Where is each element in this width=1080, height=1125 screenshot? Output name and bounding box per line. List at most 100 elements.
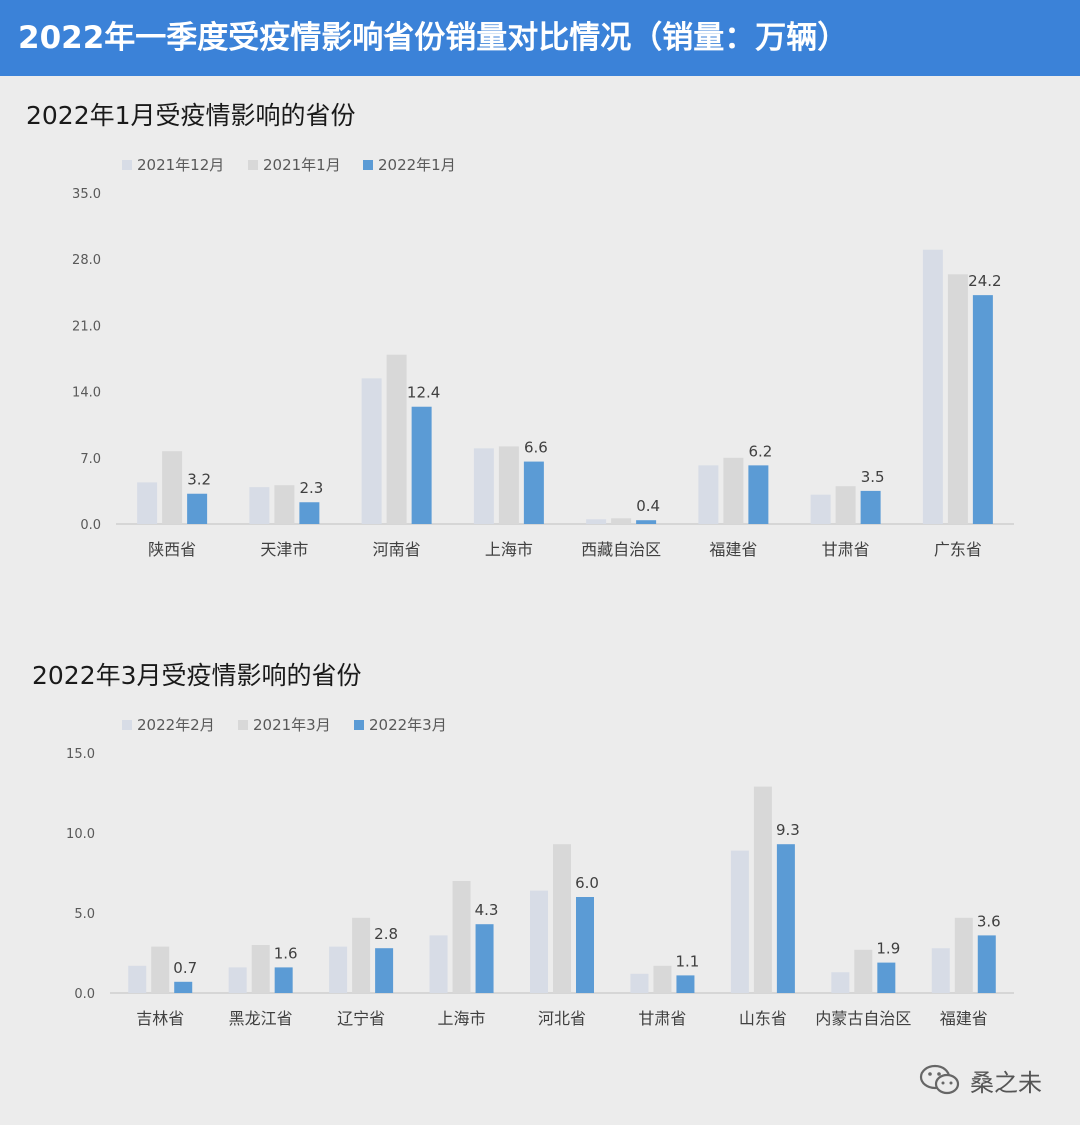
chart-2-legend-swatch-1: [238, 720, 248, 730]
chart-2-legend-label-0: 2022年2月: [137, 716, 215, 734]
chart-1-data-label-3: 6.6: [524, 439, 548, 457]
chart-1-ytick-1: 7.0: [80, 452, 101, 467]
chart-1-xtick-0: 陕西省: [148, 540, 196, 559]
chart-1-legend-label-1: 2021年1月: [263, 156, 341, 174]
chart-1-data-label-0: 3.2: [187, 471, 211, 489]
chart-1-bar-4-1: [611, 518, 632, 524]
chart-2-bar-2-1: [352, 917, 371, 993]
chart-1-legend-swatch-1: [248, 160, 258, 170]
chart-2-xtick-7: 内蒙古自治区: [815, 1009, 911, 1028]
chart-2-bar-4-2: [576, 897, 594, 993]
chart-1-ytick-5: 35.0: [72, 187, 101, 202]
chart-1-legend-swatch-2: [363, 160, 373, 170]
chart-2-bar-3-2: [475, 924, 494, 993]
page-banner-title: 2022年一季度受疫情影响省份销量对比情况（销量：万辆）: [0, 0, 1080, 76]
chart-1-bar-7-0: [922, 249, 943, 524]
chart-2-data-label-2: 2.8: [374, 925, 398, 943]
chart-1-bar-3-0: [473, 448, 494, 524]
chart-1-bar-1-2: [299, 502, 320, 524]
chart-2-xtick-6: 山东省: [739, 1009, 787, 1028]
chart-2-legend-swatch-0: [122, 720, 132, 730]
chart-2-bar-5-1: [653, 965, 672, 993]
chart-1-bar-2-1: [386, 354, 407, 524]
chart-2-bar-0-0: [128, 965, 147, 993]
chart-2-bar-4-1: [553, 844, 571, 993]
chart-2-data-label-3: 4.3: [475, 901, 499, 919]
chart-2-ytick-0: 0.0: [74, 987, 95, 1002]
chart-1-bar-2-2: [411, 406, 432, 524]
chart-1-xtick-6: 甘肃省: [822, 540, 870, 559]
chart-1-data-label-5: 6.2: [748, 442, 772, 460]
chart-1-ytick-0: 0.0: [80, 518, 101, 533]
chart-2-xtick-4: 河北省: [538, 1009, 586, 1028]
chart-2-bar-1-2: [274, 967, 293, 993]
chart-1-bar-4-0: [586, 519, 607, 524]
chart-1-svg: 2021年12月 2021年1月 2022年1月 0.0 7.0 14.0 21.0 28.0…: [72, 156, 1014, 559]
chart-1-data-label-4: 0.4: [636, 497, 660, 515]
chart-1-xtick-7: 广东省: [934, 540, 982, 559]
chart-1-bar-6-1: [835, 486, 856, 524]
chart-1-bar-5-2: [748, 465, 769, 524]
chart-2-bar-6-0: [730, 850, 749, 993]
chart-2-legend-label-2: 2022年3月: [369, 716, 447, 734]
chart-2-xtick-8: 福建省: [940, 1009, 988, 1028]
chart-1-ytick-3: 21.0: [72, 319, 101, 334]
watermark-text: 桑之未: [970, 1068, 1042, 1097]
chart-2-xtick-5: 甘肃省: [638, 1009, 686, 1028]
chart-2-ytick-3: 15.0: [66, 747, 95, 762]
chart-1-bar-6-2: [860, 490, 881, 524]
chart-1-xtick-1: 天津市: [260, 540, 308, 559]
chart-2-data-label-8: 3.6: [977, 912, 1001, 930]
chart-1-bar-3-2: [523, 461, 544, 524]
chart-1-bar-0-0: [137, 482, 158, 524]
chart-2-bar-8-0: [931, 948, 950, 993]
chart-1-bar-1-1: [274, 485, 295, 524]
chart-1-data-label-2: 12.4: [407, 384, 440, 402]
chart-1-legend-label-0: 2021年12月: [137, 156, 224, 174]
chart-1-bar-5-1: [723, 457, 744, 524]
chart-2-bar-2-2: [375, 948, 394, 993]
chart-2-bar-5-2: [676, 975, 695, 993]
chart-2-ytick-1: 5.0: [74, 907, 95, 922]
chart-2-bar-5-0: [630, 973, 649, 993]
chart-2-xtick-0: 吉林省: [136, 1009, 184, 1028]
chart-1-legend-label-2: 2022年1月: [378, 156, 456, 174]
chart-1-bar-0-1: [162, 451, 183, 524]
chart-2-data-label-1: 1.6: [274, 944, 298, 962]
wechat-icon: [919, 1064, 960, 1095]
chart-2-bar-6-1: [753, 786, 772, 993]
chart-2-bar-8-1: [954, 917, 973, 993]
chart-2-xtick-2: 辽宁省: [337, 1009, 385, 1028]
chart-2-title: 2022年3月受疫情影响的省份: [32, 661, 362, 690]
chart-2-bar-2-0: [329, 946, 348, 993]
chart-2-bar-0-1: [151, 946, 170, 993]
chart-1-bar-7-2: [972, 295, 993, 524]
chart-1-xtick-3: 上海市: [485, 540, 533, 559]
chart-1-bar-5-0: [698, 465, 719, 524]
chart-2-bar-3-0: [429, 935, 448, 993]
chart-1-bar-1-0: [249, 487, 270, 524]
chart-2-data-label-4: 6.0: [575, 874, 599, 892]
chart-2-ytick-2: 10.0: [66, 827, 95, 842]
chart-1-ytick-4: 28.0: [72, 253, 101, 268]
watermark: 桑之未: [918, 1060, 1042, 1100]
chart-1-xtick-5: 福建省: [709, 540, 757, 559]
chart-2-bar-7-0: [831, 972, 850, 993]
chart-2-bar-0-2: [174, 981, 193, 993]
chart-2-xtick-1: 黑龙江省: [229, 1009, 293, 1028]
chart-1-legend-swatch-0: [122, 160, 132, 170]
chart-1-bar-0-2: [187, 493, 208, 524]
chart-1-xtick-4: 西藏自治区: [581, 540, 661, 559]
chart-2-svg: 2022年2月 2021年3月 2022年3月 0.0 5.0 10.0 15.0 0.7 吉林…: [66, 716, 1014, 1028]
chart-1-bar-2-0: [361, 378, 382, 524]
chart-2-bar-1-0: [228, 967, 247, 993]
chart-2-bar-3-1: [452, 881, 471, 993]
chart-2-data-label-6: 9.3: [776, 821, 800, 839]
chart-1-xtick-2: 河南省: [373, 540, 421, 559]
chart-2-bar-1-1: [251, 945, 270, 993]
chart-1-data-label-1: 2.3: [299, 479, 323, 497]
chart-2-bar-6-2: [776, 844, 795, 993]
chart-2-legend-swatch-2: [354, 720, 364, 730]
chart-2-bar-8-2: [977, 935, 996, 993]
chart-1-bar-6-0: [810, 494, 831, 524]
